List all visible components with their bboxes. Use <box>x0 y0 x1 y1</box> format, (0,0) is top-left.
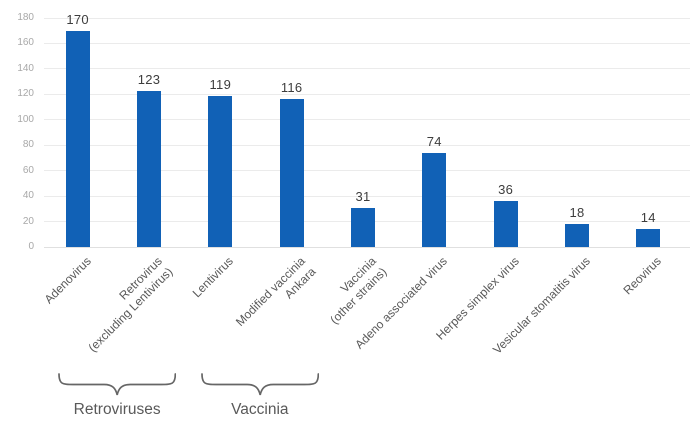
bar-reovirus <box>636 229 661 247</box>
bar-value-label-modified-vaccinia-ankara: 116 <box>280 80 303 95</box>
underbrace-icon-vaccinia <box>200 373 319 396</box>
bar-value-label-vaccinia-other-strains: 31 <box>355 189 371 204</box>
y-axis-tick-label: 20 <box>22 215 34 227</box>
bar-value-label-herpes-simplex-virus: 36 <box>498 182 514 197</box>
bar-adenovirus <box>65 31 90 247</box>
bar-modified-vaccinia-ankara <box>279 99 304 247</box>
bar-value-label-lentivirus: 119 <box>209 77 232 92</box>
bar-value-label-vesicular-stomatitis-virus: 18 <box>569 205 585 220</box>
bar-value-label-adeno-associated-virus: 74 <box>426 134 442 149</box>
y-axis-tick-label: 40 <box>22 190 34 202</box>
gridline <box>44 119 690 121</box>
underbrace-path <box>200 373 319 396</box>
bar-value-label-retrovirus-excluding-lentivirus: 123 <box>137 72 161 87</box>
gridline <box>44 68 690 70</box>
underbrace-path <box>58 373 177 396</box>
bar-value-label-adenovirus: 170 <box>66 12 89 27</box>
gridline <box>44 17 690 19</box>
gridline <box>44 195 690 197</box>
group-label-vaccinia: Vaccinia <box>231 401 289 418</box>
y-axis-tick-label: 180 <box>17 12 34 23</box>
y-axis-tick-label: 80 <box>22 139 34 151</box>
gridline <box>44 144 690 146</box>
gridline <box>44 246 690 248</box>
bar-value-label-reovirus: 14 <box>640 210 656 225</box>
bar-lentivirus <box>208 96 233 247</box>
y-axis-tick-label: 100 <box>17 113 34 125</box>
bar-retrovirus-excluding-lentivirus <box>136 91 161 247</box>
gridline <box>44 170 690 172</box>
y-axis-tick-label: 140 <box>17 62 34 74</box>
bar-adeno-associated-virus <box>422 153 447 247</box>
y-axis-tick-label: 60 <box>22 164 34 176</box>
bar-vesicular-stomatitis-virus <box>564 224 589 247</box>
underbrace-icon-retroviruses <box>58 373 177 396</box>
bar-vaccinia-other-strains <box>350 208 375 247</box>
gridline <box>44 42 690 44</box>
group-label-retroviruses: Retroviruses <box>73 401 161 418</box>
y-axis-tick-label: 120 <box>17 88 34 100</box>
gridline <box>44 93 690 95</box>
y-axis-tick-label: 160 <box>17 37 34 49</box>
y-axis-tick-label: 0 <box>28 241 34 252</box>
bar-herpes-simplex-virus <box>493 201 518 247</box>
